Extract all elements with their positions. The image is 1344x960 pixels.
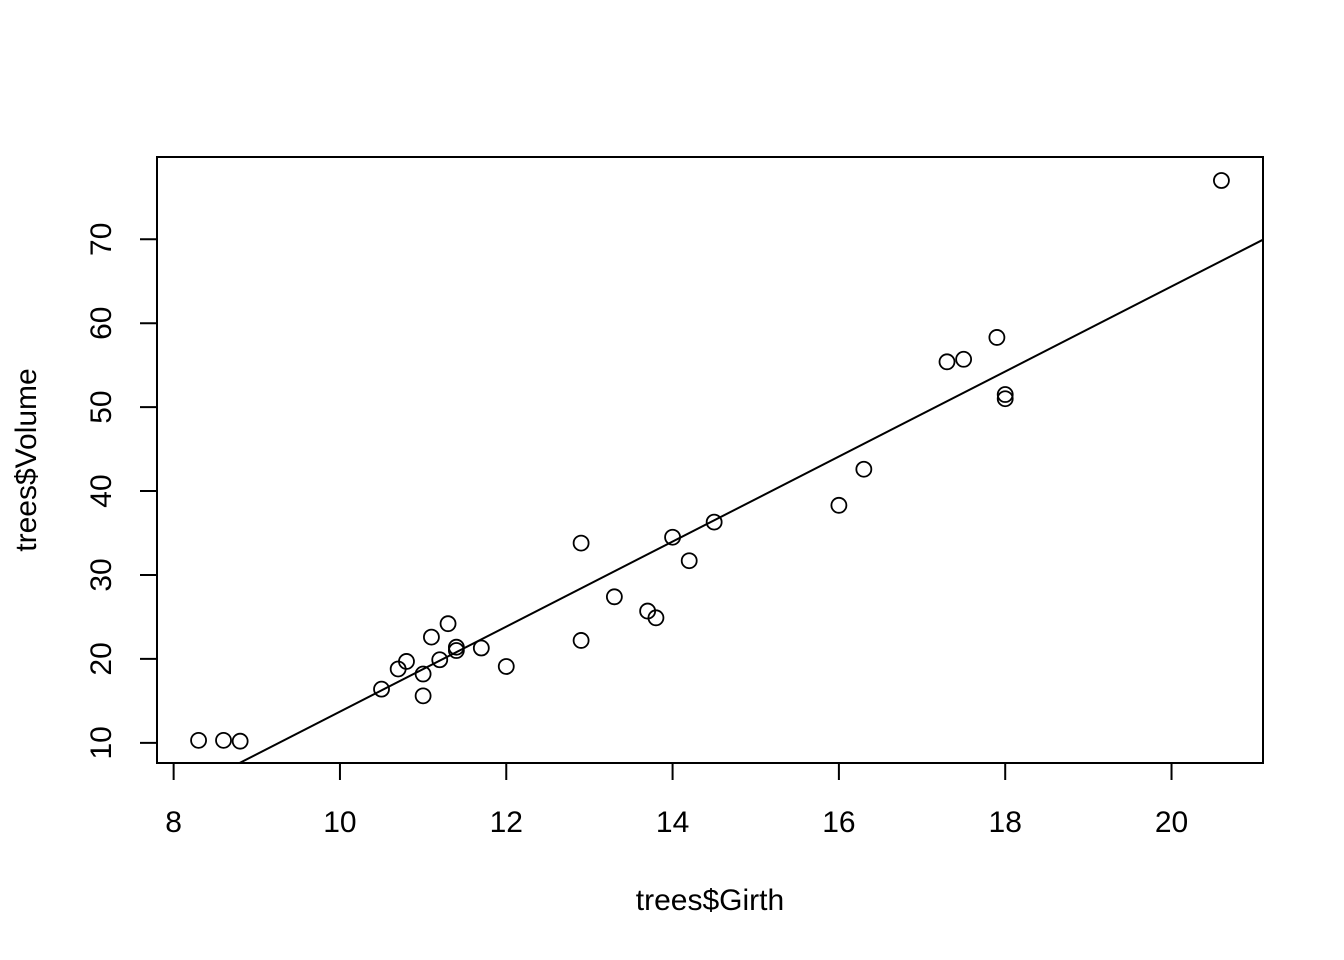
y-axis-label: trees$Volume: [10, 368, 43, 551]
data-point: [231, 732, 249, 750]
regression-line: [237, 238, 1263, 763]
plot-frame: [156, 156, 1264, 764]
data-point: [938, 353, 956, 371]
data-point: [1213, 172, 1230, 189]
x-tick-label: 16: [822, 806, 855, 839]
data-point: [215, 731, 232, 749]
data-point: [996, 390, 1014, 408]
data-point: [572, 632, 590, 649]
y-tick-label: 40: [85, 474, 118, 507]
data-point: [705, 513, 723, 531]
data-point: [830, 496, 848, 514]
data-point: [605, 588, 623, 606]
data-point: [472, 639, 490, 657]
y-tick-label: 60: [85, 307, 118, 340]
data-point: [664, 528, 681, 546]
data-point: [497, 658, 515, 675]
x-tick-label: 8: [165, 806, 182, 839]
data-point: [647, 609, 665, 627]
data-point: [955, 350, 973, 368]
data-point: [572, 534, 590, 552]
y-tick-label: 20: [85, 642, 118, 675]
y-axis: 10 20 30 40 50 60 70: [85, 223, 158, 760]
y-tick-label: 30: [85, 558, 118, 591]
x-tick-label: 10: [323, 806, 356, 839]
data-point: [423, 628, 440, 646]
data-point: [447, 638, 465, 656]
y-tick-label: 70: [85, 223, 118, 256]
data-point: [414, 687, 432, 705]
data-point: [373, 680, 390, 698]
data-points: [190, 172, 1230, 750]
fit-line-layer: [237, 238, 1263, 763]
x-tick-label: 14: [656, 806, 689, 839]
data-point: [988, 329, 1006, 346]
x-tick-label: 20: [1155, 806, 1188, 839]
x-tick-label: 18: [989, 806, 1022, 839]
data-point: [414, 665, 432, 683]
y-tick-label: 50: [85, 390, 118, 423]
x-axis-label: trees$Girth: [636, 884, 784, 917]
x-axis: 8 10 12 14 16 18 20: [165, 762, 1188, 839]
data-point: [855, 460, 873, 478]
data-point: [680, 552, 698, 570]
x-tick-label: 12: [490, 806, 523, 839]
data-point: [431, 651, 449, 669]
y-tick-label: 10: [85, 726, 118, 759]
data-point: [439, 615, 457, 633]
data-point: [996, 386, 1014, 403]
data-point: [190, 731, 207, 749]
data-point: [398, 653, 415, 670]
